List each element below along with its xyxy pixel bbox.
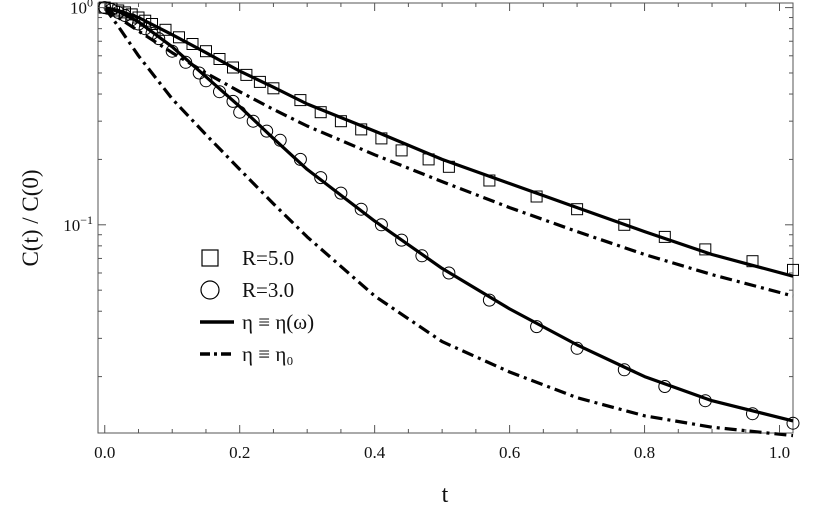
data-point-circle [273, 133, 287, 147]
data-point-circle [617, 363, 631, 377]
data-point-square [395, 144, 408, 157]
data-point-square [571, 203, 584, 216]
series-line-5 [103, 6, 794, 438]
data-point-circle [199, 74, 213, 88]
data-point-circle [314, 171, 328, 185]
data-point-circle [246, 114, 260, 128]
data-point-circle [658, 380, 672, 393]
data-point-square [132, 11, 145, 24]
legend-square-marker [201, 249, 219, 267]
data-point-square [422, 153, 435, 166]
data-point-circle [179, 55, 193, 69]
data-point-circle [260, 124, 274, 138]
data-point-square [267, 82, 280, 95]
data-point-square [173, 31, 185, 44]
series-line-2 [104, 6, 794, 278]
data-point-circle [138, 22, 152, 36]
legend: R=5.0 R=3.0 η ≡ η(ω) η ≡ η₀ [200, 246, 314, 366]
data-point-square [159, 23, 172, 36]
x-tick-label: 0.4 [364, 443, 386, 462]
data-point-square [483, 174, 496, 187]
x-axis-label: t [442, 482, 449, 508]
data-point-square [355, 123, 368, 136]
tick-layer: 0.0 0.2 0.4 0.6 0.8 1.0 100 10−1 [63, 0, 793, 462]
data-point-square [699, 243, 712, 256]
data-point-square [240, 68, 253, 81]
x-tick-label: 0.8 [634, 443, 655, 462]
x-tick-label: 1.0 [769, 443, 790, 462]
data-point-circle [125, 13, 139, 27]
x-tick-label: 0.0 [94, 443, 115, 462]
data-point-square [213, 53, 226, 65]
legend-item: η ≡ η(ω) [200, 310, 314, 334]
legend-item: η ≡ η₀ [200, 342, 294, 366]
data-point-circle [233, 105, 247, 119]
data-point-circle [482, 293, 496, 307]
data-point-circle [395, 233, 409, 247]
data-point-circle [530, 320, 544, 334]
data-point-square [146, 18, 158, 30]
data-point-circle [226, 94, 240, 108]
data-point-circle [132, 17, 145, 31]
data-point-square [200, 45, 212, 58]
x-tick-label: 0.2 [229, 443, 250, 462]
data-point-square [746, 255, 759, 268]
data-point-circle [374, 218, 388, 232]
data-point-circle [165, 44, 179, 58]
data-point-square [125, 8, 138, 21]
legend-label: R=5.0 [242, 246, 294, 270]
data-point-square [139, 14, 152, 27]
legend-item: R=3.0 [200, 278, 294, 302]
data-point-circle [145, 27, 159, 40]
x-tick-label: 0.6 [499, 443, 520, 462]
data-point-square [294, 94, 307, 107]
data-point-square [658, 230, 671, 243]
data-point-circle [213, 85, 226, 99]
data-point-circle [786, 416, 800, 430]
data-point-square [186, 38, 199, 50]
legend-circle-marker [200, 280, 220, 300]
legend-label: η ≡ η₀ [242, 342, 294, 366]
data-point-circle [152, 32, 166, 46]
data-point-circle [354, 202, 368, 216]
data-point-circle [746, 407, 759, 421]
series-layer [98, 1, 800, 438]
data-point-circle [118, 9, 132, 22]
data-point-square [442, 160, 455, 173]
series-line-3 [104, 6, 794, 423]
data-point-circle [334, 186, 348, 200]
data-point-square [618, 218, 631, 231]
data-point-circle [192, 66, 206, 80]
data-point-square [253, 75, 266, 88]
data-point-square [530, 190, 543, 203]
data-point-circle [698, 394, 712, 408]
data-point-circle [111, 5, 125, 19]
data-point-square [314, 106, 327, 119]
data-point-square [787, 263, 799, 276]
data-point-circle [415, 249, 429, 263]
data-point-circle [105, 3, 118, 16]
data-point-square [227, 61, 239, 74]
legend-label: η ≡ η(ω) [242, 310, 314, 334]
data-point-circle [570, 341, 584, 355]
legend-item: R=5.0 [201, 246, 294, 270]
data-point-circle [442, 266, 456, 280]
plot-frame [97, 2, 794, 434]
y-tick-label: 10−1 [63, 213, 93, 235]
data-point-square [375, 132, 388, 145]
series-line-4 [103, 6, 794, 298]
legend-label: R=3.0 [242, 278, 294, 302]
y-tick-label: 100 [70, 0, 93, 18]
data-point-circle [293, 152, 307, 166]
y-axis-label: C(t) / C(0) [18, 169, 43, 266]
data-point-square [334, 115, 347, 128]
